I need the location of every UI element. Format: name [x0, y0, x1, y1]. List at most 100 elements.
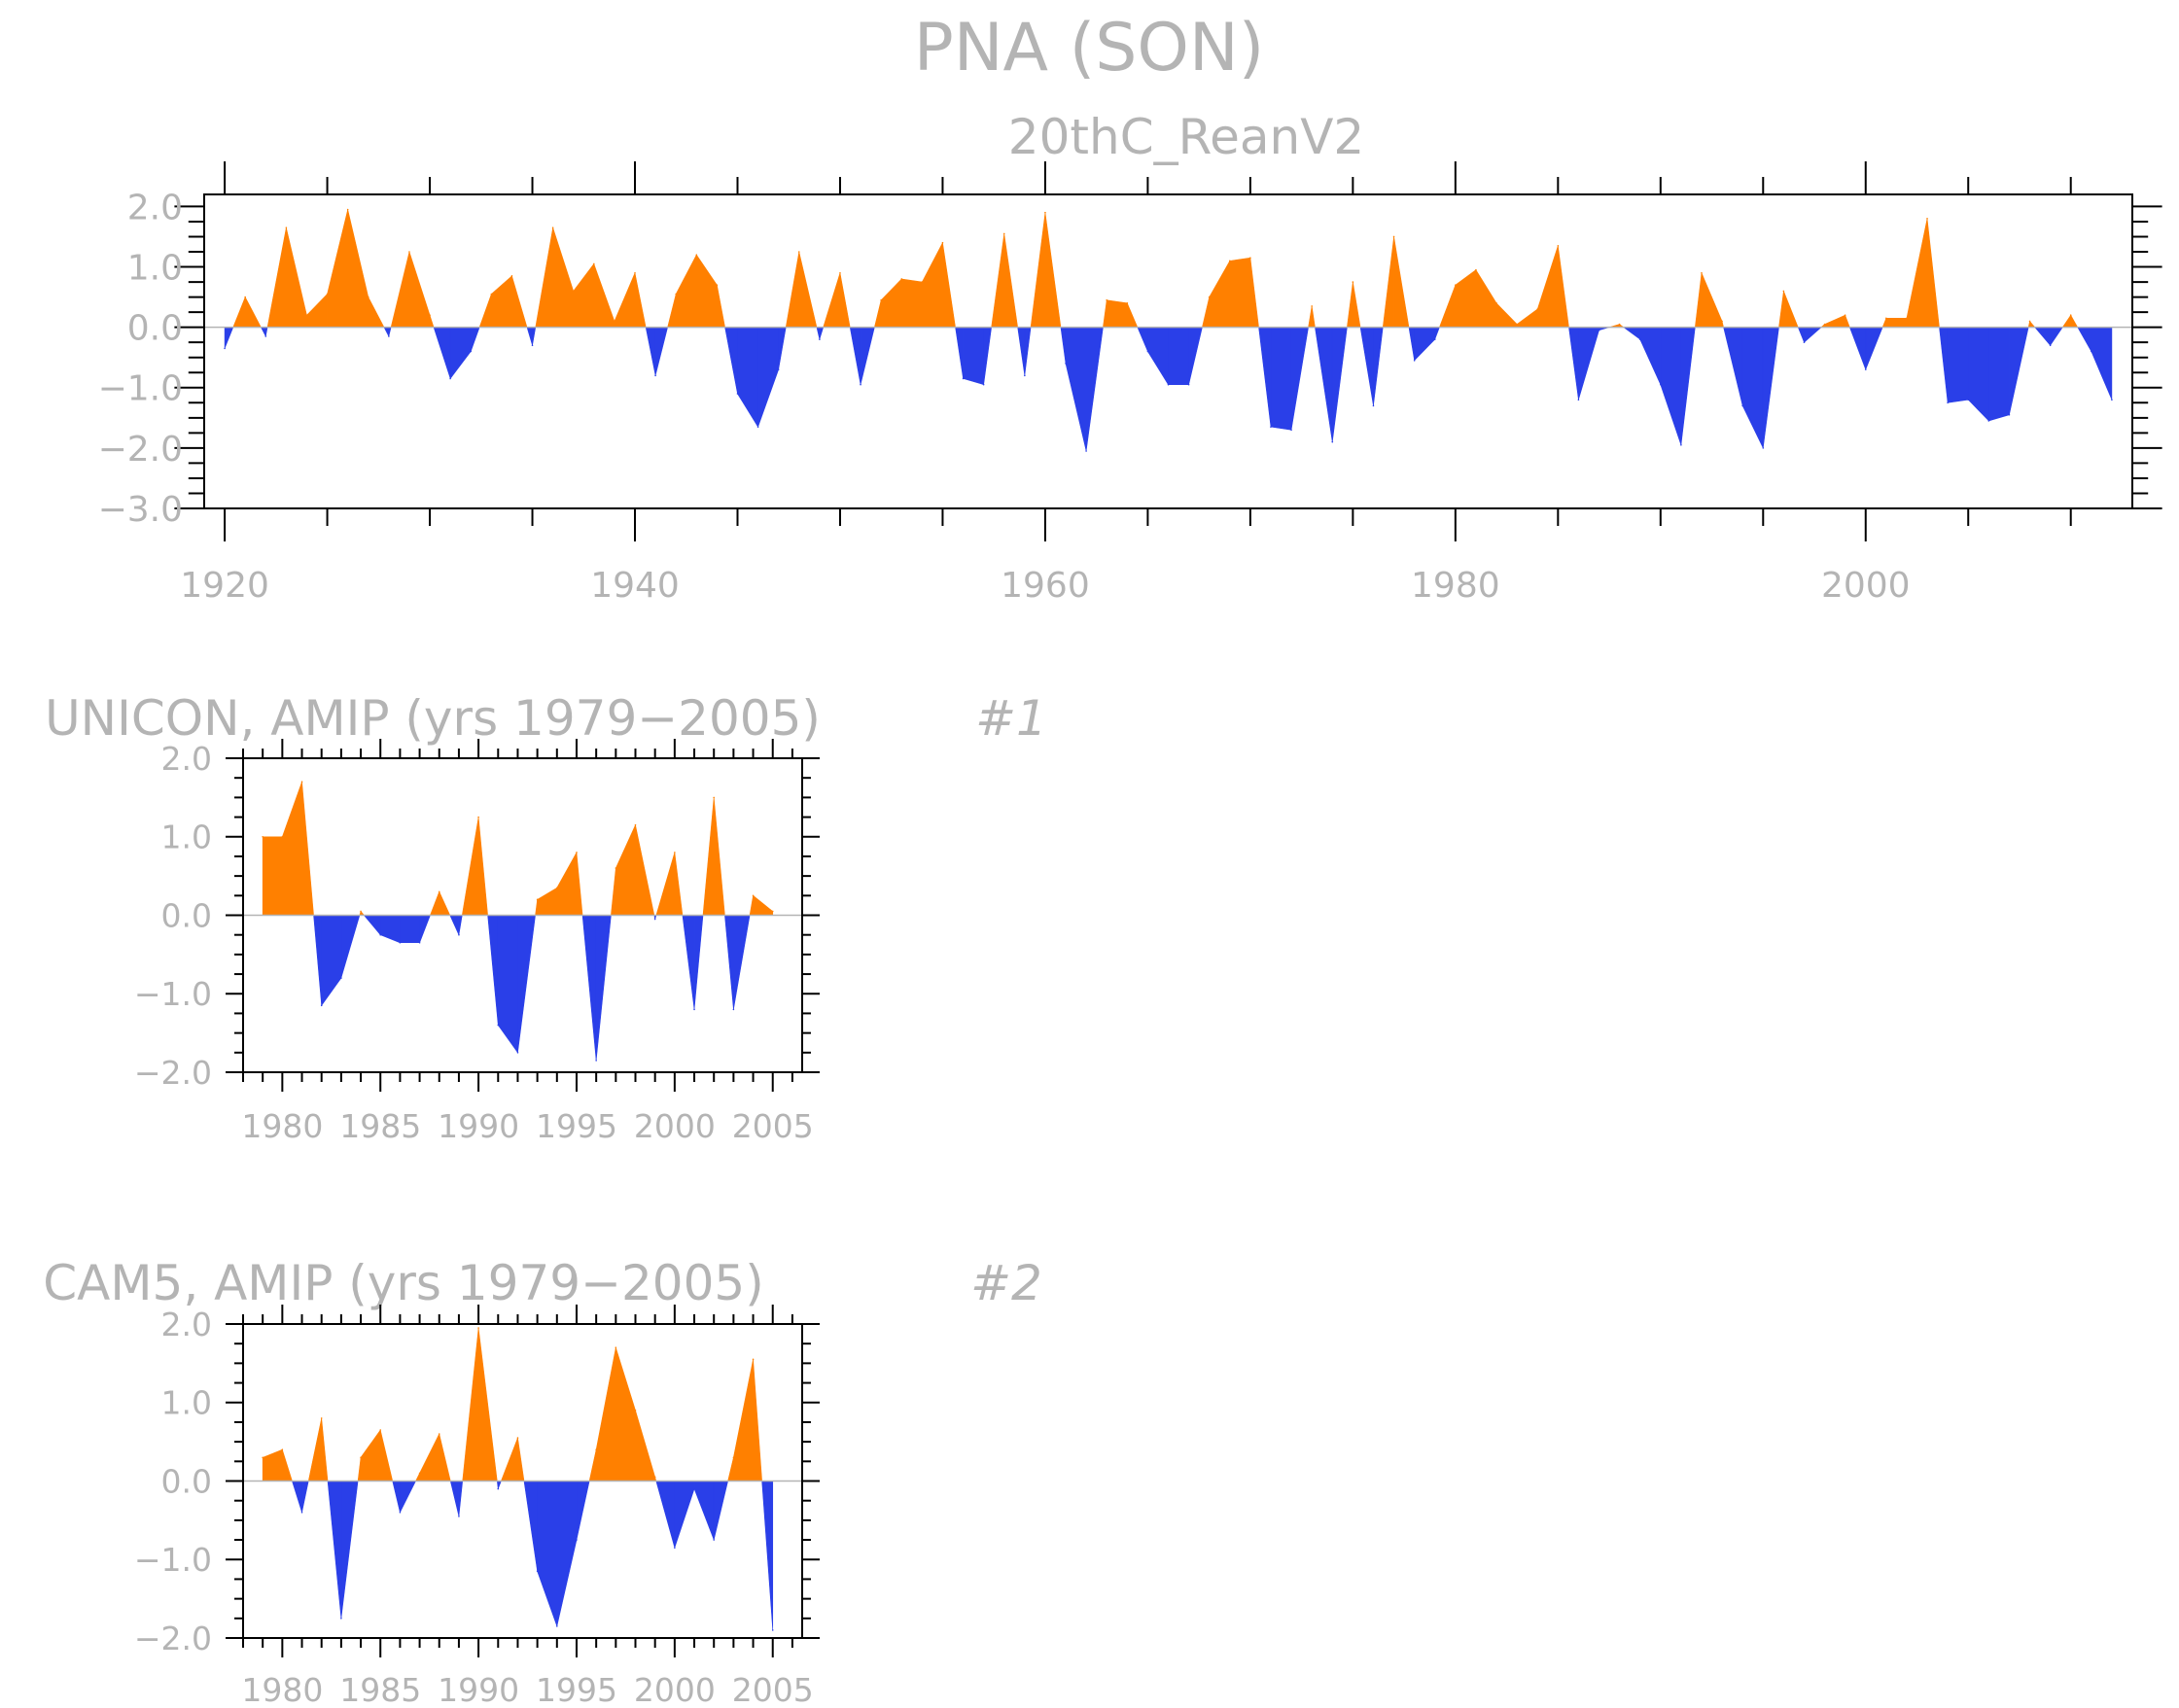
positive-segment [282, 782, 302, 916]
positive-segment [595, 1347, 616, 1481]
x-axis: 1920 1940 1960 1980 2000 [180, 161, 2072, 606]
positive-segment [1721, 321, 1724, 328]
data-point [285, 227, 288, 228]
data-point [2091, 350, 2092, 353]
negative-segment [1804, 327, 1822, 343]
data-point [1536, 308, 1539, 310]
data-point [551, 227, 554, 228]
data-point [732, 1456, 735, 1459]
negative-segment [682, 915, 695, 1010]
positive-segment [635, 824, 655, 916]
data-point [1701, 271, 1703, 274]
negative-segment [1947, 327, 1969, 403]
positive-segment [439, 891, 451, 916]
positive-segment [573, 262, 595, 328]
positive-segment [1885, 318, 1908, 328]
x-tick-label: 1920 [180, 566, 269, 606]
data-point [777, 368, 780, 370]
data-point [458, 933, 460, 936]
y-axis: 2.0 1.0 0.0 −1.0 −2.0 [134, 1306, 820, 1657]
positive-segment [634, 272, 647, 328]
data-point [1290, 429, 1292, 432]
figure-title: PNA (SON) [914, 10, 1265, 87]
data-point [1002, 232, 1005, 235]
positive-segment [266, 227, 287, 328]
negative-segment [1270, 327, 1292, 431]
chart-panel-1: 20thC_ReanV2 1920 1940 1960 1980 2000 2.0 1.0 0.… [98, 109, 2162, 606]
negative-segment [400, 1481, 417, 1513]
y-tick-label: −1.0 [134, 975, 212, 1013]
data-point [1085, 450, 1087, 452]
chart-panel-3: CAM5, AMIP (yrs 1979−2005) #2 1980 1985 1990… [43, 1255, 1042, 1708]
data-point [470, 350, 473, 353]
negative-segment [581, 915, 597, 1061]
positive-segment [1353, 282, 1361, 328]
data-point [1598, 329, 1600, 331]
positive-segment [727, 1457, 734, 1481]
data-point [1557, 245, 1560, 247]
negative-segment [556, 1481, 578, 1626]
data-point [1864, 368, 1867, 370]
panel-title: 20thC_ReanV2 [1008, 109, 1364, 165]
negative-segment [264, 327, 268, 337]
data-point [1638, 338, 1641, 340]
data-point [1721, 320, 1723, 323]
negative-segment [1024, 327, 1032, 376]
negative-areas [292, 1481, 774, 1630]
positive-segment [593, 263, 615, 328]
data-point [771, 910, 774, 913]
negative-segment [955, 327, 964, 379]
data-point [732, 1008, 735, 1011]
positive-segment [733, 1359, 754, 1481]
positive-segment [635, 1410, 655, 1481]
positive-segment [749, 895, 754, 916]
positive-segment [347, 209, 369, 328]
data-point [1947, 401, 1949, 404]
data-point [1249, 257, 1251, 260]
positive-segment [1311, 305, 1316, 328]
panel-title: CAM5, AMIP (yrs 1979−2005) [43, 1255, 763, 1311]
positive-segment [368, 296, 385, 328]
data-point [839, 271, 841, 274]
data-point [379, 933, 382, 936]
positive-segment [615, 824, 636, 916]
data-point [1495, 302, 1497, 304]
data-point [1782, 290, 1785, 293]
negative-segment [655, 1481, 676, 1549]
data-point [860, 383, 861, 386]
x-tick-label: 2005 [732, 1107, 814, 1145]
negative-segment [1865, 327, 1883, 370]
y-tick-label: −3.0 [98, 490, 183, 530]
positive-segment [839, 272, 851, 328]
data-point [695, 254, 698, 256]
positive-segment [1438, 285, 1457, 328]
data-point [1167, 383, 1170, 386]
negative-segment [724, 327, 738, 395]
x-axis: 1980 1985 1990 1995 2000 2005 [241, 739, 814, 1145]
negative-segment [713, 1481, 728, 1541]
negative-segment [526, 327, 533, 346]
data-point [716, 284, 719, 286]
y-tick-label: 2.0 [161, 740, 212, 778]
negative-segment [1359, 327, 1374, 406]
data-point [576, 1539, 578, 1541]
data-point [346, 208, 349, 211]
data-point [1413, 360, 1416, 362]
negative-segment [497, 915, 518, 1054]
positive-segment [556, 851, 578, 916]
data-point [900, 278, 903, 280]
data-point [556, 1625, 558, 1627]
negative-segment [363, 915, 381, 936]
negative-segment [693, 1481, 715, 1541]
negative-segment [224, 327, 234, 349]
positive-segment [1536, 245, 1559, 328]
positive-segment [900, 278, 923, 328]
y-tick-label: 0.0 [161, 1462, 212, 1500]
positive-segment [823, 272, 841, 328]
positive-segment [321, 1417, 329, 1481]
data-point [1392, 235, 1395, 238]
positive-segment [611, 868, 616, 916]
data-point [880, 298, 882, 301]
y-tick-label: 1.0 [127, 248, 183, 288]
negative-segment [1373, 327, 1384, 406]
